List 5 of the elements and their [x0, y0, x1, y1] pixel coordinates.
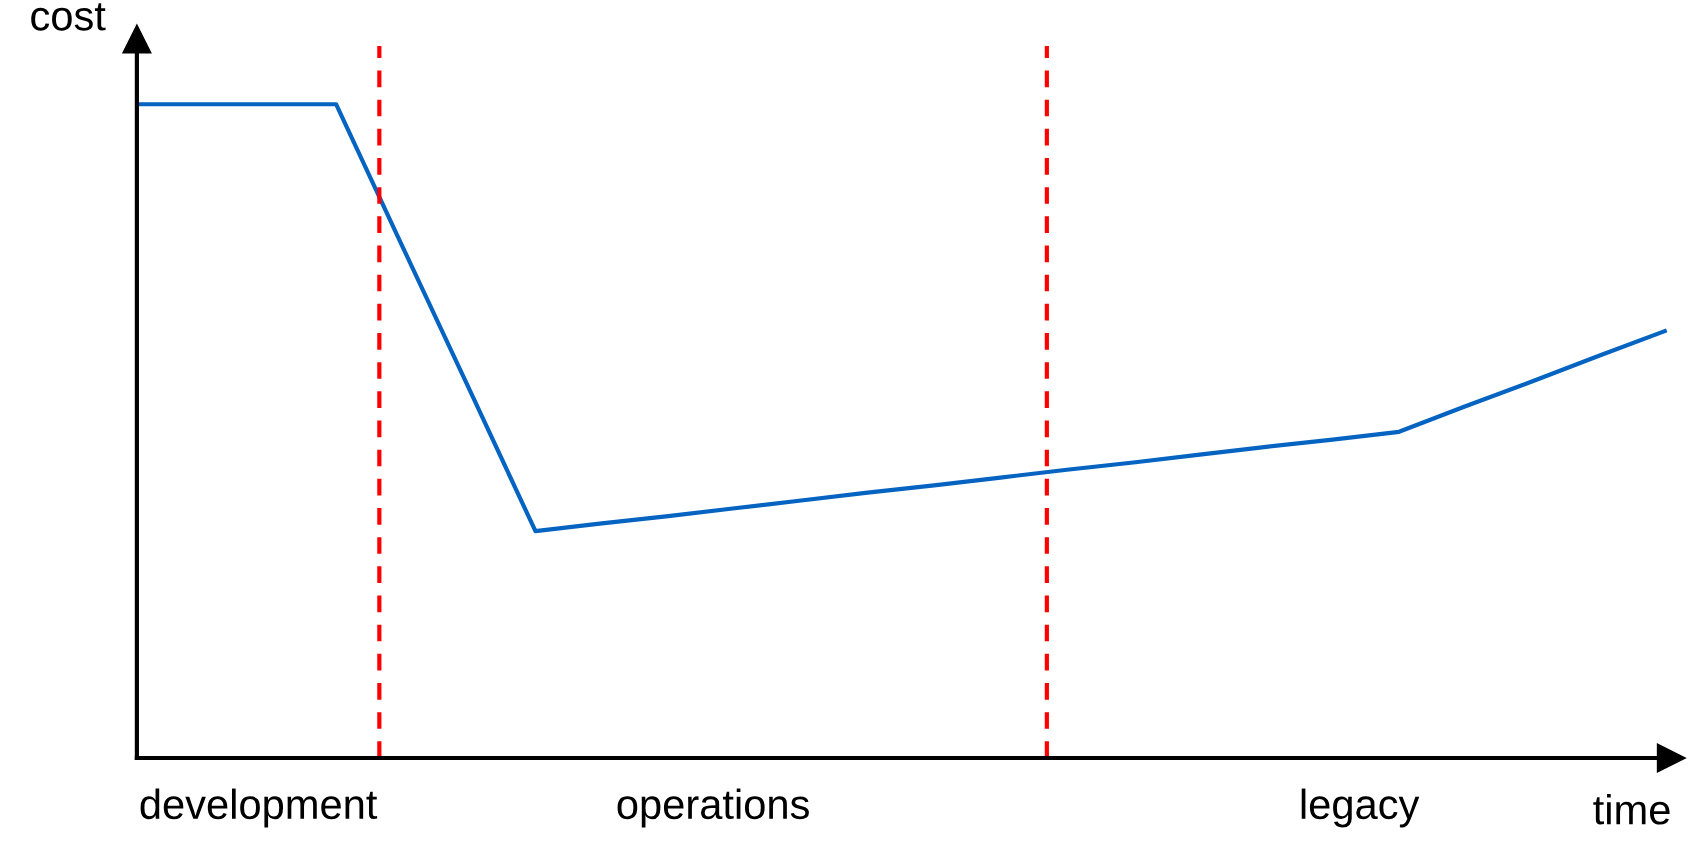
text: legacy	[1301, 788, 1420, 828]
y-axis-title: cost	[31, 3, 106, 31]
text: development	[140, 788, 378, 828]
text: operations	[617, 788, 809, 828]
x-axis-title: time	[1593, 793, 1670, 825]
